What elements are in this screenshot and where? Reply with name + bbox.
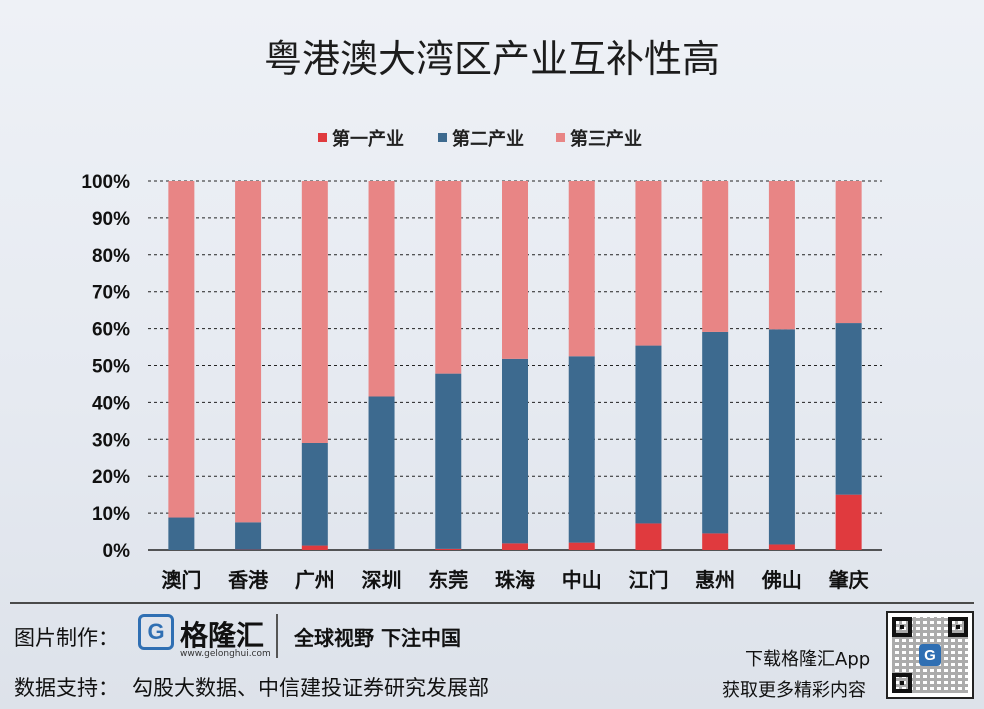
bar-segment-s2 bbox=[301, 442, 328, 546]
bar-segment-s1 bbox=[502, 543, 528, 550]
bar-segment-s2 bbox=[368, 396, 395, 550]
gelonghui-logo-icon: G bbox=[138, 614, 174, 650]
legend-swatch bbox=[438, 133, 447, 142]
bar-segment-s2 bbox=[235, 522, 262, 550]
download-cta-text: 获取更多精彩内容 bbox=[722, 680, 866, 701]
bar-segment-s3 bbox=[235, 181, 262, 523]
y-tick-label: 90% bbox=[92, 209, 130, 230]
qr-logo-icon: G bbox=[919, 644, 941, 666]
x-tick-label: 珠海 bbox=[495, 568, 535, 592]
bar-segment-s1 bbox=[702, 533, 729, 550]
bar-segment-s1 bbox=[768, 544, 795, 550]
bar-segment-s2 bbox=[635, 345, 662, 524]
x-tick-label: 江门 bbox=[628, 568, 668, 592]
logo-name: 格隆汇 bbox=[180, 619, 265, 652]
bar-segment-s2 bbox=[168, 517, 195, 550]
bar-segment-s2 bbox=[435, 373, 462, 549]
bar-segment-s2 bbox=[502, 358, 528, 544]
legend-label: 第一产业 bbox=[332, 128, 404, 150]
bar-segment-s1 bbox=[635, 523, 662, 550]
bar-segment-s1 bbox=[568, 542, 595, 550]
bar-segment-s2 bbox=[702, 331, 729, 534]
bar-segment-s3 bbox=[368, 181, 395, 397]
y-tick-label: 70% bbox=[92, 283, 130, 304]
bar-segment-s1 bbox=[301, 545, 328, 550]
made-by-label: 图片制作： bbox=[14, 626, 119, 650]
y-tick-label: 10% bbox=[92, 504, 130, 525]
x-tick-label: 佛山 bbox=[761, 568, 802, 592]
legend-swatch bbox=[556, 133, 565, 142]
bar-segment-s1 bbox=[835, 494, 862, 550]
stacked-bar-chart: 0% 10% 20% 30% 40% 50% 60% 70% 80% 90% 100% 澳门 香港 广州 深… bbox=[81, 128, 882, 592]
bar-segment-s3 bbox=[168, 181, 195, 518]
bar-segment-s2 bbox=[835, 323, 862, 495]
x-tick-label: 香港 bbox=[228, 568, 269, 592]
bar-segment-s3 bbox=[835, 181, 862, 324]
x-tick-label: 澳门 bbox=[161, 568, 201, 592]
bar-segment-s3 bbox=[502, 181, 528, 359]
x-tick-label: 惠州 bbox=[695, 568, 735, 592]
x-tick-label: 肇庆 bbox=[829, 568, 869, 592]
data-support-label: 数据支持： bbox=[14, 676, 119, 700]
bar-segment-s3 bbox=[568, 181, 595, 357]
footer-vertical-divider bbox=[276, 614, 278, 658]
chart-title: 粤港澳大湾区产业互补性高 bbox=[263, 37, 720, 81]
bar-segment-s1 bbox=[435, 548, 462, 550]
bar-segment-s3 bbox=[702, 181, 729, 332]
bar-segment-s3 bbox=[768, 181, 795, 330]
x-tick-label: 东莞 bbox=[428, 568, 468, 592]
y-tick-label: 30% bbox=[92, 430, 130, 451]
logo-url: www.gelonghui.com bbox=[180, 649, 271, 659]
bar-segment-s2 bbox=[568, 356, 595, 543]
legend-label: 第二产业 bbox=[452, 128, 524, 150]
x-tick-label: 广州 bbox=[295, 568, 335, 592]
y-tick-label: 20% bbox=[92, 467, 130, 488]
bar-segment-s3 bbox=[435, 181, 462, 374]
y-tick-label: 80% bbox=[92, 246, 130, 267]
qr-code-icon[interactable]: G bbox=[886, 611, 974, 699]
legend-swatch bbox=[318, 133, 327, 142]
download-app-text: 下载格隆汇App bbox=[745, 649, 871, 670]
bar-segment-s3 bbox=[635, 181, 662, 346]
y-tick-label: 40% bbox=[92, 393, 130, 414]
y-tick-label: 60% bbox=[92, 320, 130, 341]
y-tick-label: 0% bbox=[103, 541, 131, 562]
data-support-sources: 勾股大数据、中信建投证券研究发展部 bbox=[132, 676, 489, 700]
y-tick-label: 50% bbox=[92, 357, 130, 378]
x-tick-label: 中山 bbox=[562, 568, 602, 592]
bar-segment-s2 bbox=[768, 329, 795, 545]
y-tick-label: 100% bbox=[81, 172, 130, 193]
legend-label: 第三产业 bbox=[570, 128, 642, 150]
footer-divider bbox=[10, 602, 974, 604]
x-tick-label: 深圳 bbox=[362, 568, 402, 592]
slogan: 全球视野 下注中国 bbox=[294, 626, 461, 650]
bar-segment-s3 bbox=[301, 181, 328, 443]
